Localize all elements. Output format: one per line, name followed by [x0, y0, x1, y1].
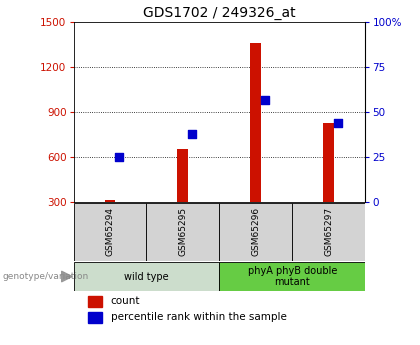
- Text: GSM65296: GSM65296: [252, 207, 260, 256]
- Text: count: count: [110, 296, 140, 306]
- Bar: [220, 262, 365, 291]
- Text: GSM65295: GSM65295: [178, 207, 187, 256]
- Point: [334, 120, 341, 126]
- Text: GSM65297: GSM65297: [324, 207, 333, 256]
- Point: [116, 154, 122, 160]
- Bar: [220, 203, 292, 261]
- Text: genotype/variation: genotype/variation: [2, 272, 88, 281]
- Bar: [105, 200, 116, 202]
- Title: GDS1702 / 249326_at: GDS1702 / 249326_at: [143, 6, 296, 20]
- Text: phyA phyB double
mutant: phyA phyB double mutant: [248, 266, 337, 287]
- Bar: [323, 122, 334, 202]
- Point: [261, 97, 268, 102]
- Bar: [292, 203, 365, 261]
- Polygon shape: [61, 271, 72, 282]
- Text: GSM65294: GSM65294: [105, 207, 115, 256]
- Bar: [74, 203, 147, 261]
- Bar: [250, 42, 261, 202]
- Text: percentile rank within the sample: percentile rank within the sample: [110, 313, 286, 322]
- Text: wild type: wild type: [124, 272, 169, 282]
- Bar: [147, 203, 220, 261]
- Bar: [74, 262, 220, 291]
- Bar: [88, 296, 102, 307]
- Bar: [178, 149, 189, 202]
- Bar: [88, 312, 102, 323]
- Point: [188, 131, 195, 136]
